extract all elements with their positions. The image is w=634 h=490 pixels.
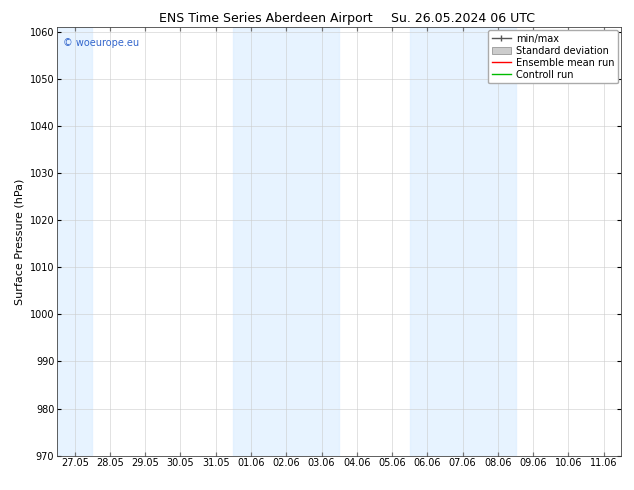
Text: ENS Time Series Aberdeen Airport: ENS Time Series Aberdeen Airport: [160, 12, 373, 25]
Legend: min/max, Standard deviation, Ensemble mean run, Controll run: min/max, Standard deviation, Ensemble me…: [488, 30, 618, 83]
Text: © woeurope.eu: © woeurope.eu: [63, 38, 139, 48]
Bar: [233, 27, 339, 456]
Bar: [410, 27, 515, 456]
Bar: [57, 27, 93, 456]
Y-axis label: Surface Pressure (hPa): Surface Pressure (hPa): [14, 178, 24, 304]
Text: Su. 26.05.2024 06 UTC: Su. 26.05.2024 06 UTC: [391, 12, 535, 25]
